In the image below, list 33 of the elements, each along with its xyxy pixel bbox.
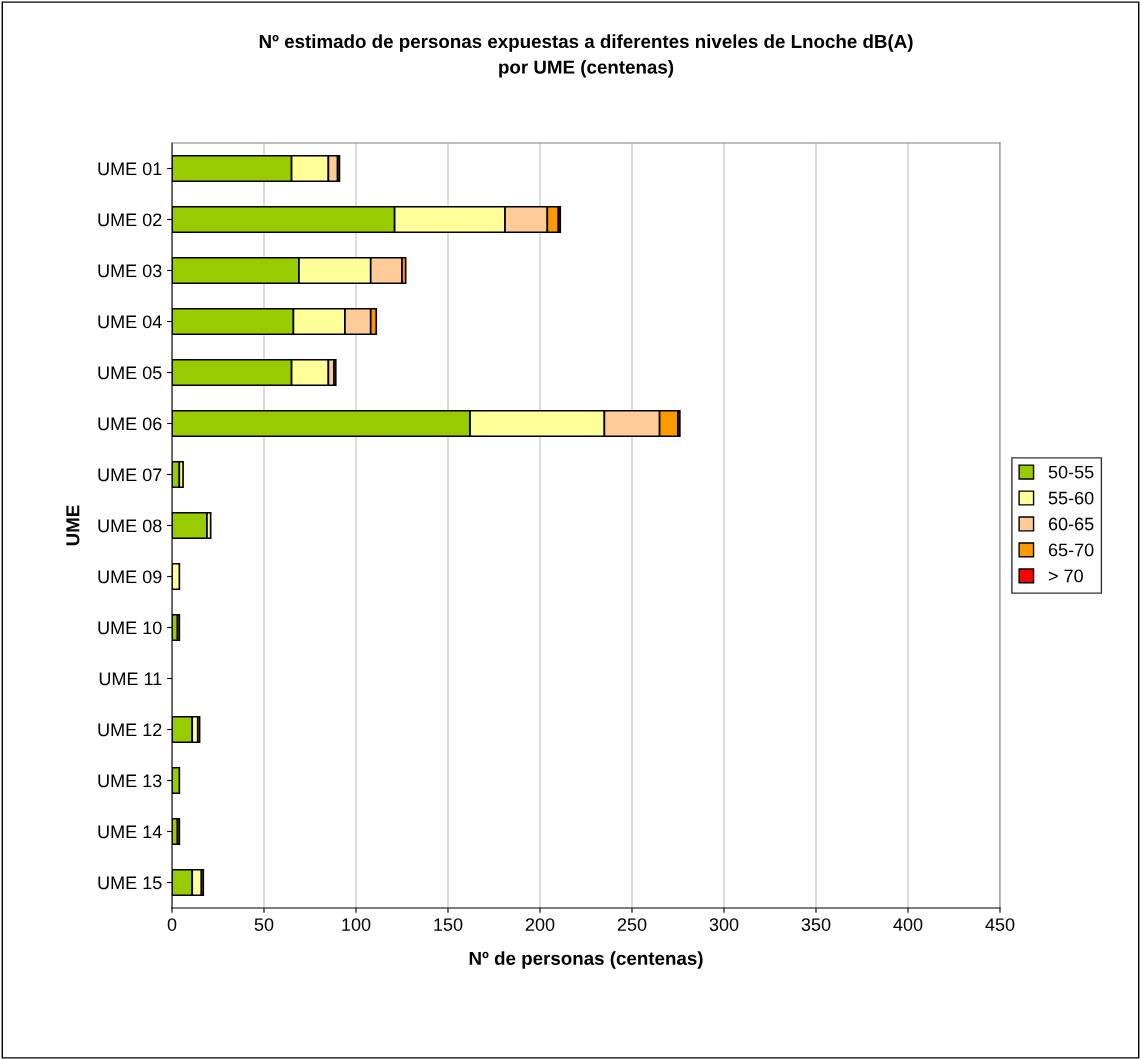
x-tick-label: 150 <box>434 918 463 931</box>
legend-label: 50-55 <box>1048 465 1094 479</box>
y-tick-label: UME 07 <box>98 468 162 482</box>
legend-label: 65-70 <box>1048 543 1094 557</box>
x-tick-label: 300 <box>709 918 739 931</box>
x-tick-label: 200 <box>525 918 555 931</box>
y-tick-label: UME 02 <box>98 213 162 227</box>
x-tick-label: 50 <box>254 918 274 931</box>
x-tick-label: 350 <box>801 918 831 931</box>
y-tick-label: UME 14 <box>98 825 162 839</box>
y-tick-label: UME 13 <box>98 774 162 788</box>
x-tick-label: 250 <box>617 918 647 931</box>
chart-title: Nº estimado de personas expuestas a diferentes niveles de Lnoche dB(A) por UME (centenas) <box>259 34 913 78</box>
y-tick-label: UME 15 <box>98 876 162 890</box>
legend-label: > 70 <box>1048 569 1083 583</box>
x-axis-title: Nº de personas (centenas) <box>469 951 703 969</box>
y-tick-label: UME 12 <box>98 723 162 737</box>
y-tick-label: UME 11 <box>99 672 162 686</box>
x-tick-label: 450 <box>985 918 1015 931</box>
x-tick-label: 400 <box>893 918 923 931</box>
y-tick-label: UME 05 <box>98 366 162 380</box>
legend-label: 60-65 <box>1048 517 1094 531</box>
y-axis-title: UME <box>66 505 80 546</box>
y-tick-label: UME 04 <box>98 315 162 329</box>
legend-label: 55-60 <box>1048 491 1094 505</box>
y-tick-label: UME 09 <box>98 570 162 584</box>
x-tick-label: 100 <box>342 918 371 931</box>
y-tick-label: UME 10 <box>98 621 162 635</box>
y-tick-label: UME 08 <box>98 519 162 533</box>
y-tick-label: UME 06 <box>98 417 162 431</box>
y-tick-label: UME 03 <box>98 264 162 278</box>
x-tick-label: 0 <box>167 918 177 931</box>
y-tick-label: UME 01 <box>98 162 162 176</box>
